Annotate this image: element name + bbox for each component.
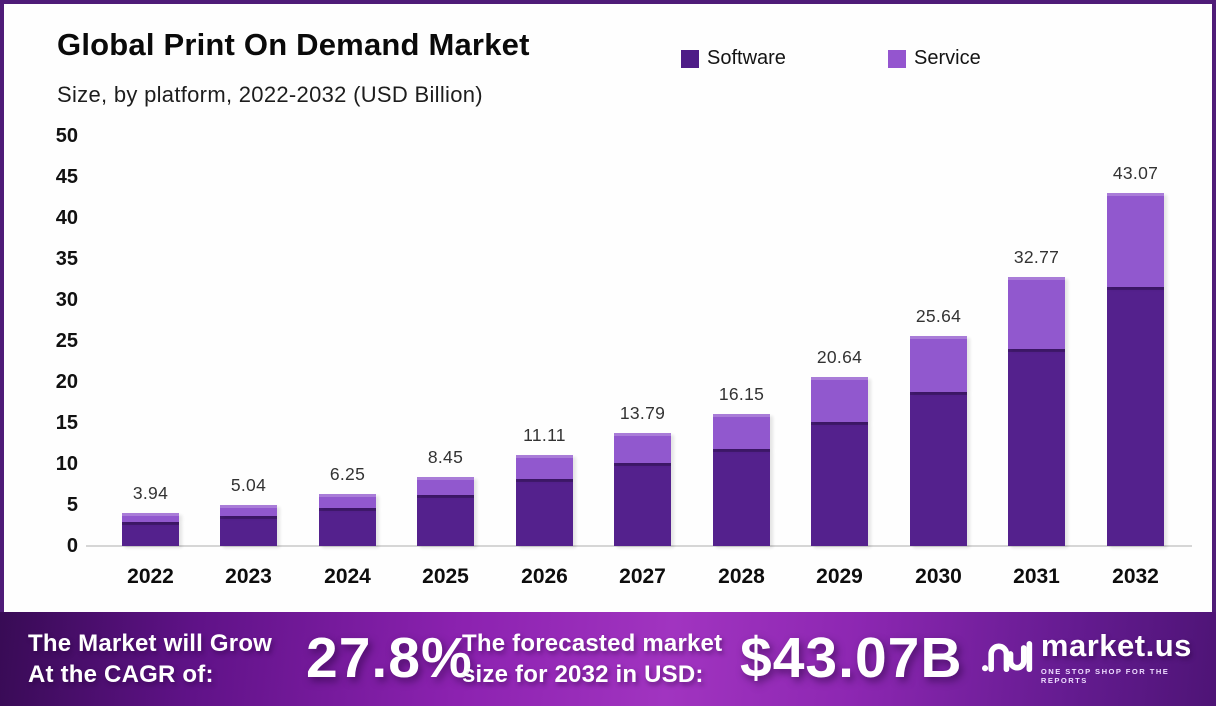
y-axis-tick-label: 15 — [55, 412, 78, 434]
bar-segment-software — [516, 479, 573, 546]
bar-total-label: 8.45 — [427, 447, 464, 467]
bar-total-label: 5.04 — [230, 475, 267, 495]
bar-segment-service — [713, 414, 770, 449]
x-axis-label: 2023 — [225, 565, 272, 588]
legend-item-service: Service — [888, 47, 981, 70]
legend-item-software: Software — [681, 47, 786, 70]
bar-segment-software — [319, 508, 376, 546]
bar-segment-service — [1008, 277, 1065, 349]
x-axis-label: 2025 — [422, 565, 469, 588]
bar-total-label: 43.07 — [1112, 163, 1159, 183]
marketus-logo-icon — [982, 640, 1033, 673]
bar-total-label: 6.25 — [329, 464, 366, 484]
bar-segment-service — [910, 336, 967, 392]
bar-segment-service — [614, 433, 671, 463]
forecast-label-line1: The forecasted market — [462, 630, 723, 657]
bar-segment-software — [614, 463, 671, 546]
x-axis-label: 2022 — [127, 565, 174, 588]
bar-total-label: 11.11 — [523, 425, 566, 445]
x-axis-label: 2031 — [1013, 565, 1060, 588]
legend-label-service: Service — [914, 47, 981, 69]
legend-swatch-service-icon — [888, 49, 906, 68]
y-axis-tick-label: 50 — [55, 125, 78, 147]
y-axis-tick-label: 35 — [55, 248, 78, 270]
cagr-label-line1: The Market will Grow — [28, 630, 273, 657]
bar-segment-software — [713, 449, 770, 546]
bar-total-label: 3.94 — [132, 483, 169, 503]
bar-segment-software — [1107, 287, 1164, 546]
cagr-label: The Market will Grow At the CAGR of: — [28, 628, 272, 690]
y-axis-tick-label: 20 — [55, 371, 78, 393]
bar-segment-service — [516, 455, 573, 479]
forecast-label-line2: size for 2032 in USD: — [462, 661, 704, 688]
chart-subtitle: Size, by platform, 2022-2032 (USD Billio… — [57, 82, 483, 107]
x-axis-label: 2029 — [816, 565, 863, 588]
footer-banner: The Market will Grow At the CAGR of: 27.… — [0, 612, 1216, 706]
cagr-value: 27.8% — [306, 626, 473, 690]
x-axis-label: 2028 — [718, 565, 765, 588]
y-axis-tick-label: 25 — [55, 330, 78, 352]
bar-segment-software — [1008, 349, 1065, 546]
bar-total-label: 13.79 — [619, 403, 666, 423]
brand-name: market.us — [1040, 628, 1192, 663]
y-axis-tick-label: 5 — [66, 494, 78, 516]
y-axis-tick-label: 30 — [55, 289, 78, 311]
bar-segment-service — [417, 477, 474, 495]
bar-segment-software — [811, 422, 868, 546]
bar-segment-software — [417, 495, 474, 546]
bar-total-label: 25.64 — [915, 306, 962, 326]
x-axis-label: 2032 — [1112, 565, 1159, 588]
bar-total-label: 20.64 — [816, 347, 863, 367]
brand-tagline: ONE STOP SHOP FOR THE REPORTS — [1040, 667, 1170, 685]
bar-segment-service — [1107, 193, 1164, 287]
bar-segment-software — [122, 522, 179, 546]
bar-segment-software — [910, 392, 967, 546]
x-axis-label: 2027 — [619, 565, 666, 588]
x-axis-label: 2024 — [324, 565, 371, 588]
x-axis-label: 2030 — [915, 565, 962, 588]
bar-segment-service — [811, 377, 868, 422]
legend-label-software: Software — [707, 47, 786, 69]
x-axis-line — [86, 545, 1192, 547]
bar-segment-service — [220, 505, 277, 516]
y-axis-tick-label: 45 — [55, 166, 78, 188]
bar-total-label: 16.15 — [718, 384, 765, 404]
brand-block: market.us ONE STOP SHOP FOR THE REPORTS — [982, 626, 1216, 685]
chart-title: Global Print On Demand Market — [57, 27, 530, 62]
bar-segment-service — [319, 494, 376, 508]
bar-total-label: 32.77 — [1013, 247, 1060, 267]
forecast-label: The forecasted market size for 2032 in U… — [462, 628, 722, 690]
y-axis-tick-label: 40 — [55, 207, 78, 229]
y-axis-tick-label: 10 — [55, 453, 78, 475]
forecast-value: $43.07B — [740, 626, 963, 690]
bar-segment-service — [122, 513, 179, 522]
cagr-label-line2: At the CAGR of: — [28, 661, 214, 688]
x-axis-label: 2026 — [521, 565, 568, 588]
legend-swatch-software-icon — [681, 49, 699, 68]
y-axis-tick-label: 0 — [66, 535, 78, 557]
bar-segment-software — [220, 516, 277, 546]
